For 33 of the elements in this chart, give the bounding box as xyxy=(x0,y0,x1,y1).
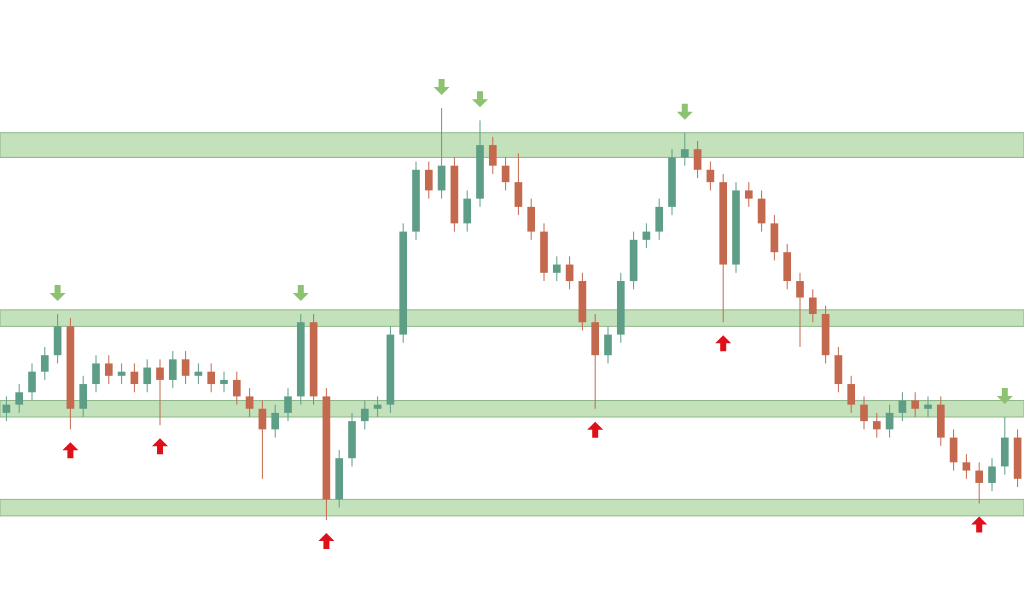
candlestick xyxy=(924,395,932,418)
candlestick xyxy=(181,350,190,385)
candlestick xyxy=(962,453,971,480)
candlestick xyxy=(680,132,689,167)
candlestick xyxy=(872,412,881,439)
candlestick xyxy=(92,354,100,393)
candlestick xyxy=(744,181,753,208)
candlestick xyxy=(424,161,433,200)
candlestick xyxy=(693,140,702,179)
candlestick xyxy=(284,387,292,422)
candlestick xyxy=(271,404,280,439)
candlestick xyxy=(143,358,152,393)
candlestick xyxy=(207,362,216,393)
candlestick xyxy=(488,136,497,175)
candlestick xyxy=(40,346,49,381)
candlestick xyxy=(232,371,241,406)
candlestick xyxy=(808,288,817,323)
candlestick xyxy=(604,325,612,364)
candlestick xyxy=(156,358,164,426)
candlestick xyxy=(911,391,920,418)
candlestick xyxy=(220,371,228,393)
candlestick xyxy=(360,400,369,430)
candlestick xyxy=(245,387,254,418)
candlestick xyxy=(552,255,561,282)
candlestick xyxy=(104,354,113,385)
candlestick xyxy=(796,272,804,348)
candlestick xyxy=(975,461,984,505)
candlestick xyxy=(860,395,868,430)
candlestick xyxy=(28,362,36,402)
candlestick xyxy=(847,375,856,414)
candlestick xyxy=(15,383,24,414)
candlestick xyxy=(168,350,177,389)
candlestick xyxy=(988,457,996,492)
